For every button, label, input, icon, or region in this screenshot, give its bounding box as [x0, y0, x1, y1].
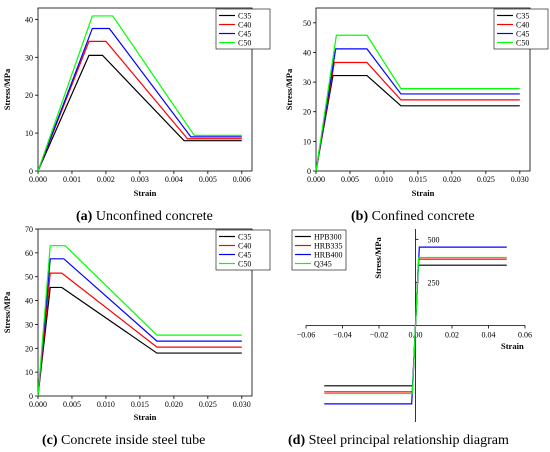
x-tick-label: 0.02 [445, 331, 459, 340]
series-line-c40 [37, 272, 242, 397]
y-axis-label: Stress/MPa [284, 68, 294, 110]
legend-label-q345: Q345 [314, 260, 332, 269]
y-tick-label: 60 [25, 249, 33, 258]
y-axis-label: Stress/MPa [2, 68, 12, 110]
y-tick-label: 30 [25, 320, 33, 329]
x-tick-label: 0.006 [233, 175, 251, 184]
chart-steel-principal-relationship: −0.06 −0.04 −0.02 0.00 0.02 0.04 0.06250500Str… [291, 229, 532, 422]
y-tick-label: 10 [25, 368, 33, 377]
series-line-c35 [37, 54, 242, 172]
y-tick-label: 50 [303, 19, 311, 28]
y-tick-label: 0 [29, 392, 33, 401]
legend-label-c35: C35 [238, 12, 251, 21]
x-tick-label: 0.030 [511, 175, 529, 184]
x-tick-label: 0.000 [29, 175, 47, 184]
x-tick-label: 0.000 [29, 400, 47, 409]
legend-label-c50: C50 [238, 260, 251, 269]
x-tick-label: 0.003 [131, 175, 149, 184]
series-line-c35 [37, 286, 242, 397]
caption-a: (a) Unconfined concrete [76, 209, 213, 224]
legend-label-c45: C45 [516, 30, 529, 39]
y-axis-label: Stress/MPa [373, 237, 383, 279]
x-tick-label: 0.004 [165, 175, 183, 184]
series-line-c45 [37, 258, 242, 397]
x-tick-label: 0.06 [518, 331, 532, 340]
series-line-c40 [315, 61, 520, 172]
legend-label-c45: C45 [238, 251, 251, 260]
x-axis-label: Strain [134, 188, 157, 198]
legend-label-c35: C35 [516, 12, 529, 21]
series-line-c50 [37, 245, 242, 397]
x-tick-label: 0.020 [443, 175, 461, 184]
x-tick-label: −0.04 [333, 331, 352, 340]
y-tick-label: 50 [25, 273, 33, 282]
x-tick-label: 0.002 [97, 175, 115, 184]
x-tick-label: 0.010 [97, 400, 115, 409]
caption-b: (b) Confined concrete [351, 209, 475, 224]
x-tick-label: 0.025 [199, 400, 217, 409]
y-tick-label: 10 [25, 129, 33, 138]
legend-label-c35: C35 [238, 233, 251, 242]
x-tick-label: −0.02 [370, 331, 389, 340]
x-tick-label: 0.04 [482, 331, 496, 340]
legend-label-c40: C40 [238, 242, 251, 251]
legend-label-c50: C50 [238, 39, 251, 48]
series-line-c50 [37, 15, 242, 172]
caption-c: (c) Concrete inside steel tube [42, 433, 205, 448]
legend-label-c40: C40 [238, 21, 251, 30]
legend-label-c40: C40 [516, 21, 529, 30]
series-line-c50 [315, 34, 520, 172]
plot-frame [315, 7, 531, 172]
x-tick-label: 0.001 [63, 175, 81, 184]
x-tick-label: 0.015 [409, 175, 427, 184]
x-axis-label: Strain [134, 412, 157, 422]
x-tick-label: −0.06 [297, 331, 316, 340]
x-tick-label: 0.020 [165, 400, 183, 409]
plot-frame [37, 7, 253, 172]
y-tick-label: 30 [303, 78, 311, 87]
y-tick-label: 0 [307, 167, 311, 176]
y-tick-label: 70 [25, 225, 33, 234]
y-tick-label: 20 [25, 344, 33, 353]
y-tick-label: 40 [25, 15, 33, 24]
x-axis-label: Strain [412, 188, 435, 198]
chart-confined-concrete: 0.000 0.005 0.010 0.015 0.020 0.025 0.030 0 10 20… [284, 7, 549, 198]
series-line-c45 [37, 27, 242, 172]
x-tick-label: 0.005 [63, 400, 81, 409]
x-tick-label: 0.000 [307, 175, 325, 184]
caption-d: (d) Steel principal relationship diagram [288, 433, 509, 448]
legend-label-c45: C45 [238, 30, 251, 39]
x-tick-label: 0.030 [233, 400, 251, 409]
legend-label-hrb335: HRB335 [314, 242, 342, 251]
y-axis-label: Stress/MPa [2, 291, 12, 333]
y-tick-label: 10 [303, 137, 311, 146]
x-axis-label: Strain [501, 341, 524, 351]
y-tick-label: 40 [25, 297, 33, 306]
x-tick-label: 0.025 [477, 175, 495, 184]
series-line-c40 [37, 40, 242, 172]
y-tick-label: 0 [29, 167, 33, 176]
plot-frame [37, 228, 253, 397]
y-tick-label: 20 [25, 91, 33, 100]
series-line-c45 [315, 48, 520, 172]
y-tick-label: 40 [303, 48, 311, 57]
series-line-q345 [324, 256, 507, 395]
chart-concrete-inside-steel-tube: 0.000 0.005 0.010 0.015 0.020 0.025 0.030 0 10 20… [2, 225, 271, 422]
x-tick-label: 0.015 [131, 400, 149, 409]
legend-label-c50: C50 [516, 39, 529, 48]
legend-label-hrb400: HRB400 [314, 251, 342, 260]
y-tick-label: 250 [428, 278, 440, 287]
y-tick-label: 30 [25, 53, 33, 62]
x-tick-label: 0.010 [375, 175, 393, 184]
y-tick-label: 500 [428, 235, 440, 244]
series-line-c35 [315, 74, 520, 172]
y-tick-label: 20 [303, 108, 311, 117]
chart-unconfined-concrete: 0.000 0.001 0.002 0.003 0.004 0.005 0.006 0 10 20… [2, 7, 271, 198]
x-tick-label: 0.005 [341, 175, 359, 184]
legend-label-hpb300: HPB300 [314, 233, 342, 242]
x-tick-label: 0.005 [199, 175, 217, 184]
